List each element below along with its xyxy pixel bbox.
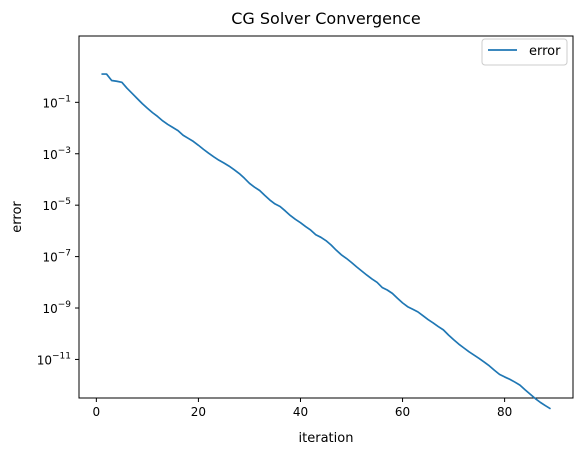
y-axis-label: error	[10, 201, 25, 233]
y-tick-exponent: −1	[58, 94, 71, 104]
x-tick-label: 80	[497, 405, 512, 419]
axes-frame	[78, 35, 574, 399]
x-tick-label: 40	[293, 405, 308, 419]
y-tick-label: 10−5	[42, 197, 71, 213]
x-axis: 0 20 40 60 80	[93, 398, 512, 419]
y-tick-exponent: −5	[58, 197, 71, 207]
legend: error	[481, 38, 568, 66]
x-tick-label: 60	[395, 405, 410, 419]
y-tick-exponent: −3	[58, 146, 71, 156]
y-tick-base: 10	[42, 251, 57, 265]
legend-label: error	[529, 44, 561, 59]
y-tick-label: 10−1	[42, 94, 71, 110]
y-tick-label: 10−9	[42, 300, 71, 316]
x-tick-label: 20	[191, 405, 206, 419]
chart-title: CG Solver Convergence	[231, 9, 421, 28]
y-tick-exponent: −9	[58, 300, 72, 310]
y-tick-label: 10−11	[37, 351, 71, 367]
y-tick-exponent: −7	[58, 249, 71, 259]
x-tick-label: 0	[93, 405, 101, 419]
y-tick-label: 10−3	[42, 146, 71, 162]
series-line-error	[101, 73, 551, 410]
y-tick-base: 10	[42, 148, 57, 162]
plot-area: 0 20 40 60 80 10−110−310−510−710−910−11	[37, 35, 574, 419]
y-axis: 10−110−310−510−710−910−11	[37, 94, 79, 367]
y-tick-label: 10−7	[42, 249, 71, 265]
legend-box	[481, 38, 568, 66]
y-tick-base: 10	[42, 302, 57, 316]
y-tick-base: 10	[42, 199, 57, 213]
y-tick-base: 10	[37, 353, 52, 367]
x-axis-label: iteration	[299, 431, 354, 446]
y-tick-exponent: −11	[52, 351, 71, 361]
y-tick-base: 10	[42, 96, 57, 110]
